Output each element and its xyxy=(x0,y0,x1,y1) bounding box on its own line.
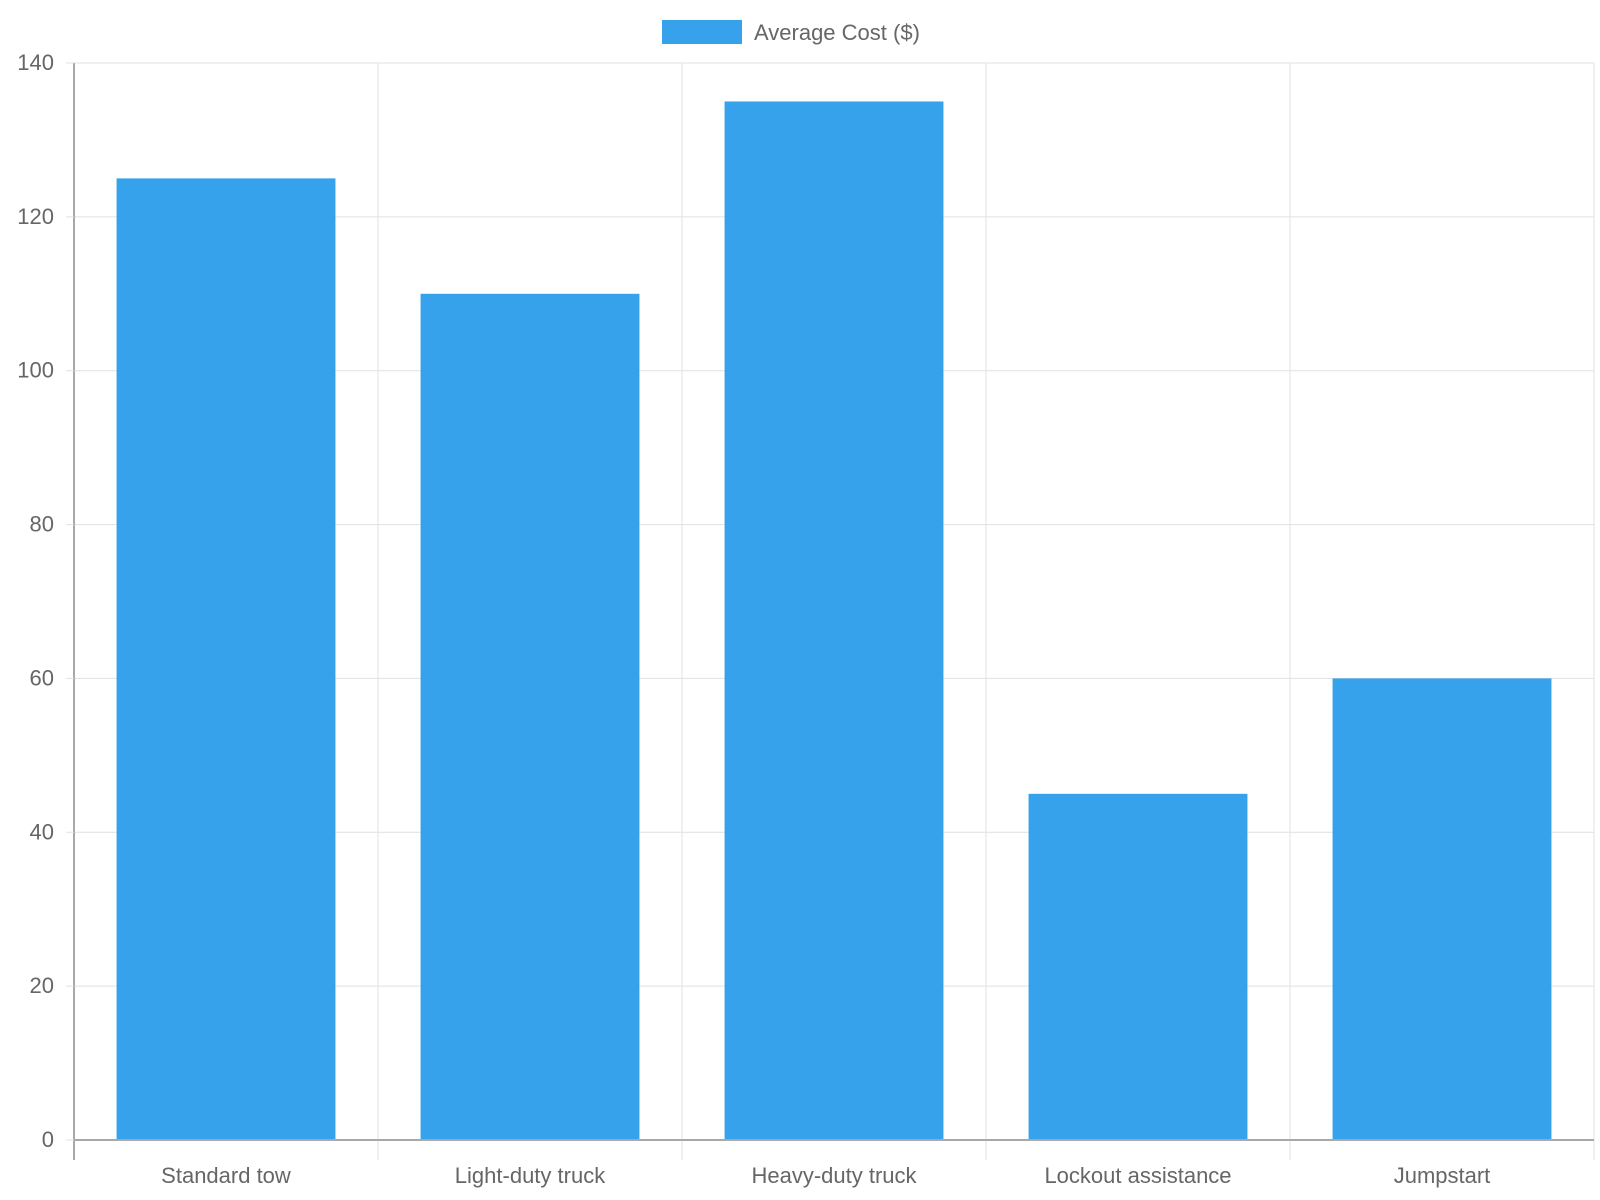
legend-label: Average Cost ($) xyxy=(754,20,920,45)
y-tick-label: 120 xyxy=(17,204,54,229)
x-tick-label: Jumpstart xyxy=(1394,1163,1491,1188)
bar xyxy=(1028,793,1248,1140)
y-tick-label: 0 xyxy=(42,1127,54,1152)
bar xyxy=(116,178,336,1141)
axes xyxy=(73,63,1594,1160)
x-axis-ticks: Standard tow Light-duty truck Heavy-duty t… xyxy=(161,1163,1490,1188)
y-axis-ticks: 0 20 40 60 80 100 120 140 xyxy=(17,50,74,1152)
y-tick-label: 20 xyxy=(30,973,54,998)
y-tick-label: 140 xyxy=(17,50,54,75)
bar xyxy=(420,293,640,1140)
bar xyxy=(1332,678,1552,1140)
y-tick-label: 80 xyxy=(30,512,54,537)
x-tick-label: Standard tow xyxy=(161,1163,291,1188)
bar xyxy=(724,101,944,1141)
y-tick-label: 60 xyxy=(30,665,54,690)
legend-swatch xyxy=(662,20,742,44)
x-tick-label: Light-duty truck xyxy=(455,1163,606,1188)
x-tick-label: Heavy-duty truck xyxy=(751,1163,917,1188)
legend: Average Cost ($) xyxy=(662,20,920,45)
y-tick-label: 100 xyxy=(17,358,54,383)
y-tick-label: 40 xyxy=(30,819,54,844)
bars xyxy=(116,101,1552,1141)
x-tick-label: Lockout assistance xyxy=(1044,1163,1231,1188)
